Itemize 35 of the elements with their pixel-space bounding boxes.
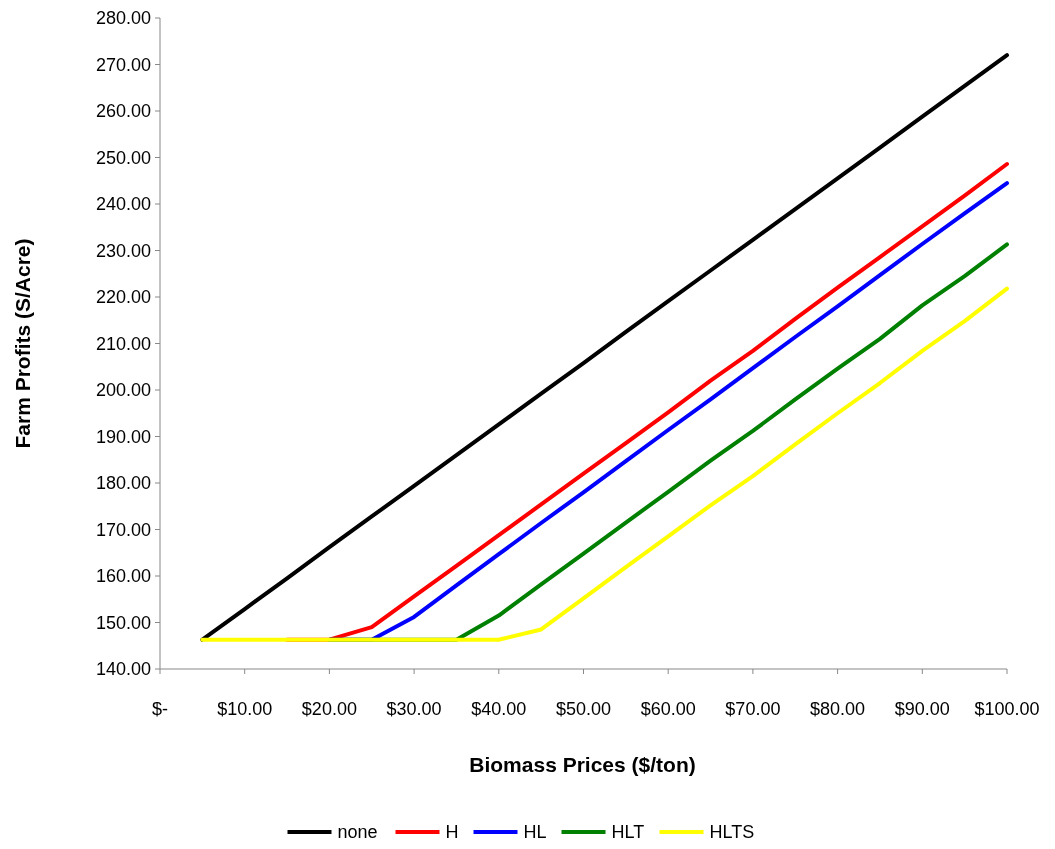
- x-tick-label: $40.00: [471, 699, 527, 719]
- x-tick-label: $90.00: [894, 699, 950, 719]
- y-tick-label: 240.00: [95, 194, 151, 215]
- y-tick-label: 260.00: [95, 101, 151, 122]
- y-tick-label: 190.00: [95, 426, 151, 447]
- y-tick-label: 170.00: [95, 519, 151, 540]
- y-tick-label: 180.00: [95, 473, 151, 494]
- x-tick-label: $-: [151, 699, 169, 719]
- y-tick-label: 140.00: [95, 659, 151, 680]
- legend-label: HLT: [611, 822, 645, 843]
- y-tick-label: 270.00: [95, 54, 151, 75]
- x-tick-label: $20.00: [301, 699, 357, 719]
- x-tick-label: $50.00: [555, 699, 612, 719]
- y-tick-label: 250.00: [95, 147, 151, 168]
- line-series: [200, 53, 1009, 642]
- x-tick-label: $30.00: [386, 699, 442, 719]
- x-tick-label: $80.00: [810, 699, 866, 719]
- x-tick-label: $10.00: [217, 699, 273, 719]
- x-tick-label: $70.00: [725, 699, 781, 719]
- legend-label: none: [337, 822, 378, 843]
- x-tick-label: $100.00: [974, 699, 1040, 719]
- legend-label: HLTS: [709, 822, 755, 843]
- line-series: [200, 286, 1009, 642]
- legend-label: HL: [523, 822, 547, 843]
- y-tick-label: 220.00: [95, 287, 151, 308]
- y-tick-label: 210.00: [95, 333, 151, 354]
- y-tick-label: 160.00: [95, 566, 151, 587]
- y-axis-title: Farm Profits (S/Acre): [11, 238, 34, 449]
- y-tick-label: 280.00: [95, 8, 151, 29]
- y-tick-label: 200.00: [95, 380, 151, 401]
- x-axis-title: Biomass Prices ($/ton): [469, 753, 696, 776]
- x-tick-label: $60.00: [640, 699, 696, 719]
- y-tick-label: 230.00: [95, 240, 151, 261]
- legend-label: H: [445, 822, 459, 843]
- y-tick-label: 150.00: [95, 612, 151, 633]
